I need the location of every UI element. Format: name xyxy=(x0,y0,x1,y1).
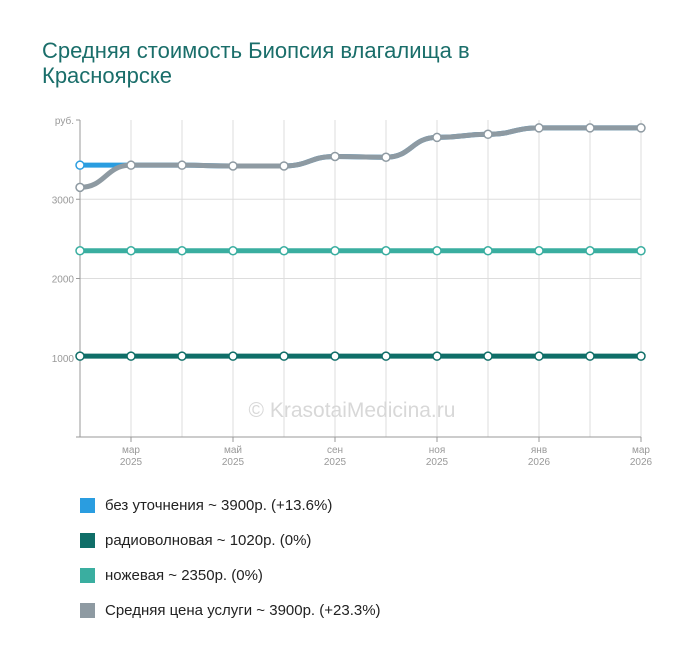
data-point xyxy=(483,351,493,361)
legend-label: без уточнения ~ 3900р. (+13.6%) xyxy=(105,497,333,514)
data-point xyxy=(432,132,442,143)
data-point xyxy=(636,351,646,361)
legend-label: радиоволновая ~ 1020р. (0%) xyxy=(105,532,312,549)
x-tick-label: 2025 xyxy=(324,457,347,468)
data-point xyxy=(279,351,289,361)
data-point xyxy=(177,351,187,361)
data-point xyxy=(585,123,595,133)
data-point xyxy=(330,351,340,361)
x-tick-label: мар xyxy=(122,445,140,456)
x-tick-label: 2026 xyxy=(630,457,653,468)
data-point xyxy=(534,246,544,256)
data-point xyxy=(228,246,238,256)
legend-item[interactable]: ножевая ~ 2350р. (0%) xyxy=(80,558,381,593)
legend-swatch xyxy=(80,568,95,583)
data-point xyxy=(177,246,187,256)
x-tick-label: ноя xyxy=(429,445,446,456)
data-point xyxy=(330,246,340,256)
data-point xyxy=(483,129,493,140)
data-point xyxy=(381,152,391,162)
data-point xyxy=(279,246,289,256)
data-point xyxy=(381,351,391,361)
legend-swatch xyxy=(80,498,95,513)
legend-item[interactable]: без уточнения ~ 3900р. (+13.6%) xyxy=(80,488,381,523)
y-tick-label: руб. xyxy=(55,115,74,127)
data-point xyxy=(75,160,85,170)
legend: без уточнения ~ 3900р. (+13.6%) радиоволн… xyxy=(80,488,381,628)
data-point xyxy=(330,151,340,162)
data-point xyxy=(126,246,136,256)
legend-item[interactable]: Средняя цена услуги ~ 3900р. (+23.3%) xyxy=(80,593,381,628)
x-tick-label: май xyxy=(224,445,242,456)
x-tick-label: сен xyxy=(327,445,343,456)
y-tick-label: 1000 xyxy=(52,354,75,365)
data-point xyxy=(279,161,289,171)
legend-swatch xyxy=(80,603,95,618)
data-point xyxy=(75,351,85,361)
data-point xyxy=(483,246,493,256)
data-point xyxy=(75,182,85,193)
data-point xyxy=(636,123,646,133)
data-point xyxy=(585,351,595,361)
data-point xyxy=(432,246,442,256)
x-tick-label: 2025 xyxy=(222,457,245,468)
data-point xyxy=(381,246,391,256)
legend-swatch xyxy=(80,533,95,548)
data-point xyxy=(177,160,187,170)
series-line xyxy=(79,125,641,190)
line-chart: 100020003000руб.мар2025май2025сен2025ноя… xyxy=(52,115,653,468)
data-point xyxy=(534,351,544,361)
x-tick-label: мар xyxy=(632,445,650,456)
data-point xyxy=(585,246,595,256)
x-tick-label: янв xyxy=(531,445,547,456)
data-point xyxy=(228,351,238,361)
legend-label: ножевая ~ 2350р. (0%) xyxy=(105,567,263,584)
legend-label: Средняя цена услуги ~ 3900р. (+23.3%) xyxy=(105,602,381,619)
data-point xyxy=(228,161,238,171)
series-line xyxy=(80,125,641,169)
x-tick-label: 2026 xyxy=(528,457,551,468)
data-point xyxy=(126,351,136,361)
y-tick-label: 3000 xyxy=(52,195,75,206)
data-point xyxy=(534,123,544,133)
watermark: © KrasotaiMedicina.ru xyxy=(249,399,456,422)
data-point xyxy=(75,246,85,256)
data-point xyxy=(636,246,646,256)
y-tick-label: 2000 xyxy=(52,275,75,286)
data-point xyxy=(126,160,136,170)
x-tick-label: 2025 xyxy=(120,457,143,468)
data-point xyxy=(432,351,442,361)
x-tick-label: 2025 xyxy=(426,457,449,468)
legend-item[interactable]: радиоволновая ~ 1020р. (0%) xyxy=(80,523,381,558)
chart-title: Средняя стоимость Биопсия влагалища в Кр… xyxy=(42,38,470,88)
